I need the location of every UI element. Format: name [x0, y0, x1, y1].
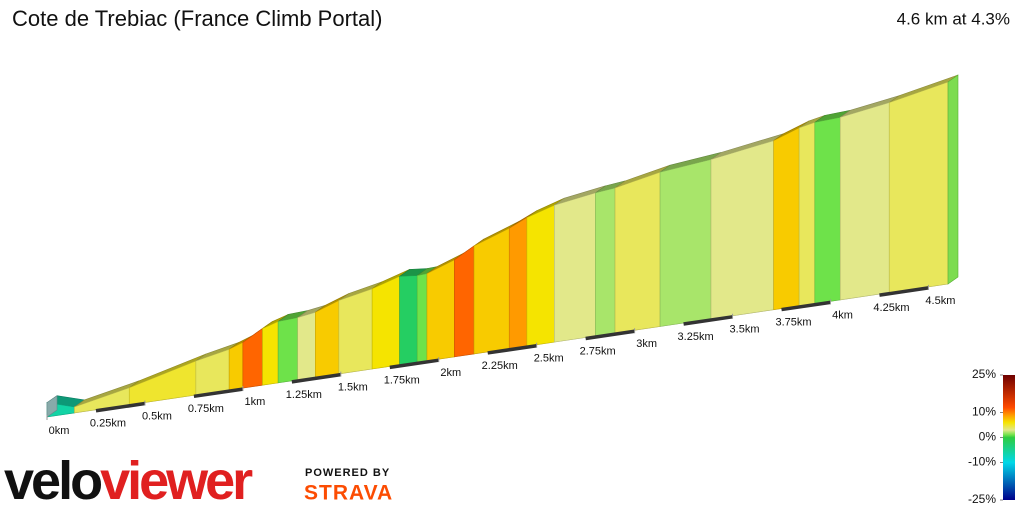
x-tick — [585, 329, 635, 341]
x-tick-label: 3.25km — [678, 331, 714, 343]
x-tick-label: 0.5km — [142, 410, 172, 422]
profile-segment — [371, 275, 400, 370]
x-tick-label: 4.5km — [925, 295, 955, 307]
scale-label: 0% — [979, 430, 997, 444]
profile-segment — [399, 275, 418, 366]
x-tick-label: 2km — [440, 367, 461, 379]
profile-segment — [888, 81, 949, 294]
x-tick — [193, 387, 244, 399]
x-tick-label: 0km — [49, 425, 70, 437]
profile-segment — [416, 273, 428, 363]
scale-label: 25% — [972, 367, 996, 381]
x-tick-label: 0.75km — [188, 403, 224, 415]
profile-segment — [614, 171, 661, 334]
x-tick-label: 1.5km — [338, 382, 368, 394]
logo-viewer: viewer — [100, 451, 253, 511]
x-tick — [95, 401, 146, 413]
x-tick — [389, 358, 439, 370]
profile-segment — [659, 159, 712, 327]
x-tick-label: 2.5km — [534, 353, 564, 365]
profile-start — [46, 395, 58, 418]
profile-segment — [508, 217, 528, 350]
profile-segment — [473, 227, 510, 355]
profile-segment — [798, 121, 816, 307]
profile-segment — [454, 245, 475, 358]
profile-segment — [277, 317, 299, 384]
profile-segment — [595, 187, 616, 337]
profile-segment — [426, 259, 455, 362]
profile-segment — [554, 192, 596, 343]
powered-by: POWERED BY — [305, 467, 390, 479]
x-tick-label: 4km — [832, 309, 853, 321]
x-tick — [487, 343, 537, 355]
chart-subtitle: 4.6 km at 4.3% — [897, 9, 1010, 28]
logo: veloviewer — [4, 451, 253, 511]
x-tick-label: 3km — [636, 338, 657, 350]
x-tick — [291, 372, 342, 384]
chart-title: Cote de Trebiac (France Climb Portal) — [12, 6, 382, 31]
scale-label: -10% — [968, 455, 996, 469]
x-tick-label: 3.75km — [775, 316, 811, 328]
scale-label: 10% — [972, 405, 996, 419]
x-tick — [879, 286, 929, 297]
x-tick — [781, 300, 831, 312]
x-tick-label: 4.25km — [873, 302, 909, 314]
x-tick-label: 2.25km — [482, 360, 518, 372]
profile-segment — [839, 102, 890, 301]
logo-velo: velo — [4, 451, 101, 511]
x-tick — [683, 315, 733, 326]
x-tick-label: 1.75km — [384, 374, 420, 386]
profile-segment — [773, 127, 800, 311]
x-tick-label: 0.25km — [90, 418, 126, 430]
profile — [46, 74, 959, 418]
profile-segment — [315, 299, 340, 378]
strava-logo: STRAVA — [304, 482, 393, 505]
profile-segment — [814, 116, 841, 305]
x-tick-label: 3.5km — [730, 324, 760, 336]
profile-segment — [297, 311, 316, 381]
profile-segment — [228, 341, 244, 391]
color-scale — [1003, 375, 1015, 500]
x-tick-label: 1km — [244, 396, 265, 408]
profile-segment — [242, 327, 263, 389]
profile-segment — [262, 321, 279, 386]
profile-end — [947, 74, 959, 285]
x-tick-label: 2.75km — [580, 345, 616, 357]
profile-segment — [338, 288, 373, 375]
profile-segment — [710, 140, 774, 320]
x-tick-label: 1.25km — [286, 389, 322, 401]
scale-label: -25% — [968, 492, 996, 506]
profile-segment — [526, 204, 555, 347]
